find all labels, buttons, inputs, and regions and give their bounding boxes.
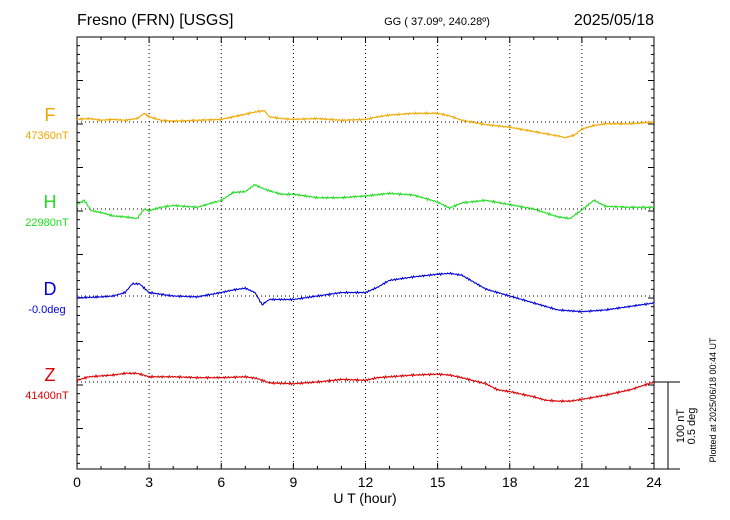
plotted-at-note: Plotted at 2025/06/18 00:44 UT [708,337,718,463]
series-name-z: Z [45,365,56,385]
x-tick-label: 3 [145,474,153,490]
x-tick-label: 12 [358,474,374,490]
series-labels: F 47360nT H 22980nT D -0.0deg Z 41400nT [25,105,69,402]
coordinates-label: GG ( 37.09º, 240.28º) [384,16,490,28]
x-tick-label: 24 [646,474,662,490]
series-name-h: H [44,192,57,212]
station-title: Fresno (FRN) [USGS] [77,12,233,29]
series-line-f [76,109,655,139]
series-line-z [76,371,655,404]
x-axis-label: U T (hour) [333,490,396,506]
series-baseline-d: -0.0deg [28,304,65,316]
series-line-h [76,183,655,220]
x-tick-labels: 0 3 6 9 12 15 18 21 24 [73,474,662,490]
scale-nt-label: 100 nT [675,409,687,444]
x-tick-label: 0 [73,474,81,490]
series-lines [76,109,655,404]
series-line-d [76,271,655,314]
axis-ticks [76,36,655,469]
scale-bar: 100 nT 0.5 deg [654,381,698,470]
scale-deg-label: 0.5 deg [686,408,698,445]
x-tick-label: 15 [430,474,446,490]
series-baseline-h: 22980nT [25,217,69,229]
date-label: 2025/05/18 [574,12,654,29]
series-baseline-z: 41400nT [25,390,69,402]
grid-lines [77,37,654,469]
series-name-d: D [44,279,57,299]
x-tick-label: 6 [217,474,225,490]
x-tick-label: 21 [574,474,590,490]
x-tick-label: 9 [289,474,297,490]
x-tick-label: 18 [502,474,518,490]
series-name-f: F [45,105,56,125]
series-baseline-f: 47360nT [25,130,69,142]
